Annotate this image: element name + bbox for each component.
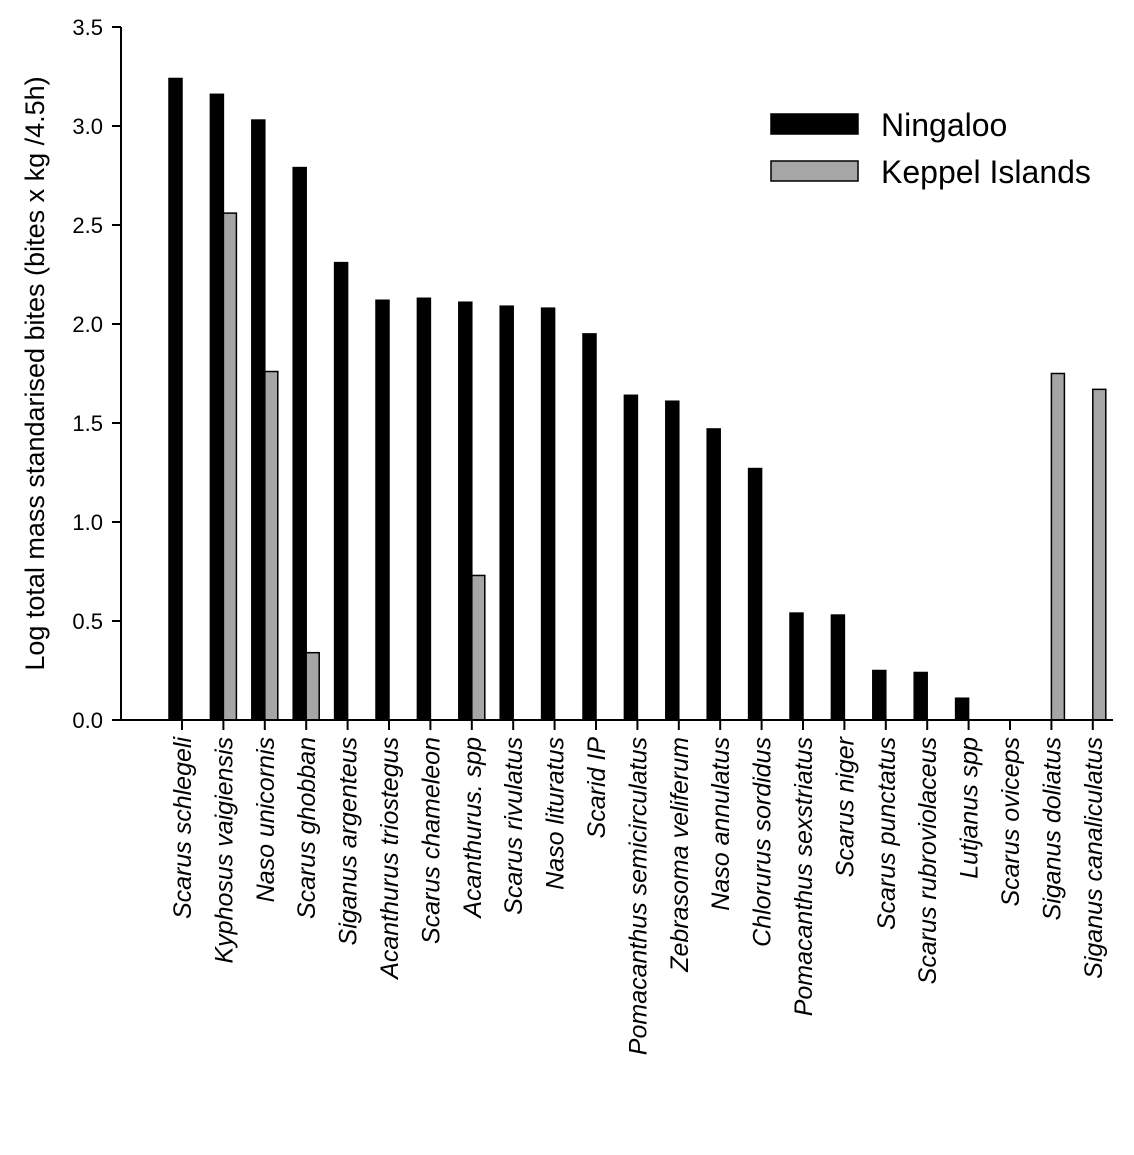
x-tick-label: Acanthurus. spp bbox=[459, 737, 487, 920]
x-tick-label: Naso unicornis bbox=[252, 737, 280, 902]
bar-ningaloo bbox=[830, 614, 846, 721]
x-tick-label: Scarus punctatus bbox=[873, 737, 901, 930]
bar-ningaloo bbox=[747, 467, 763, 721]
bar-keppel-islands bbox=[264, 370, 279, 721]
y-tick-label: 3.5 bbox=[72, 15, 103, 40]
x-tick-label: Pomacanthus sexstriatus bbox=[790, 737, 818, 1016]
bar-keppel-islands bbox=[222, 212, 238, 721]
legend-label-ningaloo: Ningaloo bbox=[881, 107, 1007, 143]
y-tick-label: 3.0 bbox=[72, 114, 103, 139]
bar-ningaloo bbox=[913, 671, 928, 721]
legend-swatch-keppel-islands bbox=[770, 160, 859, 182]
x-tick-label: Naso lituratus bbox=[542, 737, 570, 890]
bar-ningaloo bbox=[375, 299, 390, 721]
y-tick-label: 2.5 bbox=[72, 213, 103, 238]
bar-keppel-islands bbox=[305, 651, 320, 721]
y-axis-ticks: 0.0 0.5 1.0 1.5 2.0 2.5 3.0 3.5 bbox=[72, 15, 121, 733]
bar-ningaloo bbox=[292, 166, 307, 721]
bar-ningaloo bbox=[458, 301, 473, 721]
bar-ningaloo bbox=[954, 697, 970, 721]
y-tick-label: 2.0 bbox=[72, 312, 103, 337]
x-tick-label: Scarus schlegeli bbox=[169, 736, 197, 919]
bar-ningaloo bbox=[789, 612, 804, 721]
x-tick-label: Scarus niger bbox=[831, 735, 859, 877]
x-tick-label: Scarid IP bbox=[583, 737, 611, 839]
bar-ningaloo bbox=[582, 333, 597, 721]
x-tick-label: Kyphosus vaigiensis bbox=[210, 737, 238, 964]
x-tick-label: Siganus argenteus bbox=[335, 737, 363, 945]
bar-ningaloo bbox=[168, 77, 183, 721]
x-tick-label: Scarus chameleon bbox=[417, 737, 445, 944]
x-axis-tick-labels: Scarus schlegeli Kyphosus vaigiensis Naso … bbox=[169, 720, 1108, 1055]
y-axis-title: Log total mass standarised bites (bites … bbox=[20, 76, 50, 670]
x-tick-label: Siganus canaliculatus bbox=[1080, 737, 1108, 979]
x-tick-label: Acanthurus triostegus bbox=[376, 737, 404, 981]
bar-ningaloo bbox=[623, 394, 639, 721]
x-tick-label: Pomacanthus semicirculatus bbox=[624, 737, 652, 1055]
x-tick-label: Naso annulatus bbox=[707, 737, 735, 911]
bar-keppel-islands bbox=[1092, 388, 1107, 721]
x-tick-label: Chlorurus sordidus bbox=[749, 737, 777, 947]
legend-swatch-ningaloo bbox=[770, 113, 859, 135]
x-tick-label: Zebrasoma veliferum bbox=[666, 737, 694, 973]
bar-ningaloo bbox=[251, 119, 266, 721]
x-tick-label: Siganus doliatus bbox=[1038, 737, 1066, 920]
bar-ningaloo bbox=[499, 305, 514, 721]
bar-ningaloo bbox=[333, 261, 349, 721]
bar-ningaloo bbox=[706, 428, 721, 721]
bar-ningaloo bbox=[540, 307, 556, 721]
legend-label-keppel-islands: Keppel Islands bbox=[881, 154, 1091, 190]
bar-ningaloo bbox=[416, 297, 432, 721]
bar-keppel-islands bbox=[471, 574, 486, 721]
y-tick-label: 1.0 bbox=[72, 510, 103, 535]
legend: Ningaloo Keppel Islands bbox=[770, 107, 1091, 190]
x-tick-label: Scarus rivulatus bbox=[500, 737, 528, 915]
bar-keppel-islands bbox=[1050, 372, 1066, 721]
y-tick-label: 0.5 bbox=[72, 609, 103, 634]
y-tick-label: 0.0 bbox=[72, 708, 103, 733]
x-tick-label: Scarus rubroviolaceus bbox=[914, 737, 942, 984]
bar-ningaloo bbox=[665, 400, 680, 721]
x-tick-label: Scarus ghobban bbox=[293, 737, 321, 919]
x-tick-label: Scarus oviceps bbox=[997, 737, 1025, 907]
y-tick-label: 1.5 bbox=[72, 411, 103, 436]
bar-ningaloo bbox=[872, 669, 887, 721]
bar-ningaloo bbox=[209, 93, 225, 721]
x-tick-label: Lutjanus spp bbox=[956, 737, 984, 879]
